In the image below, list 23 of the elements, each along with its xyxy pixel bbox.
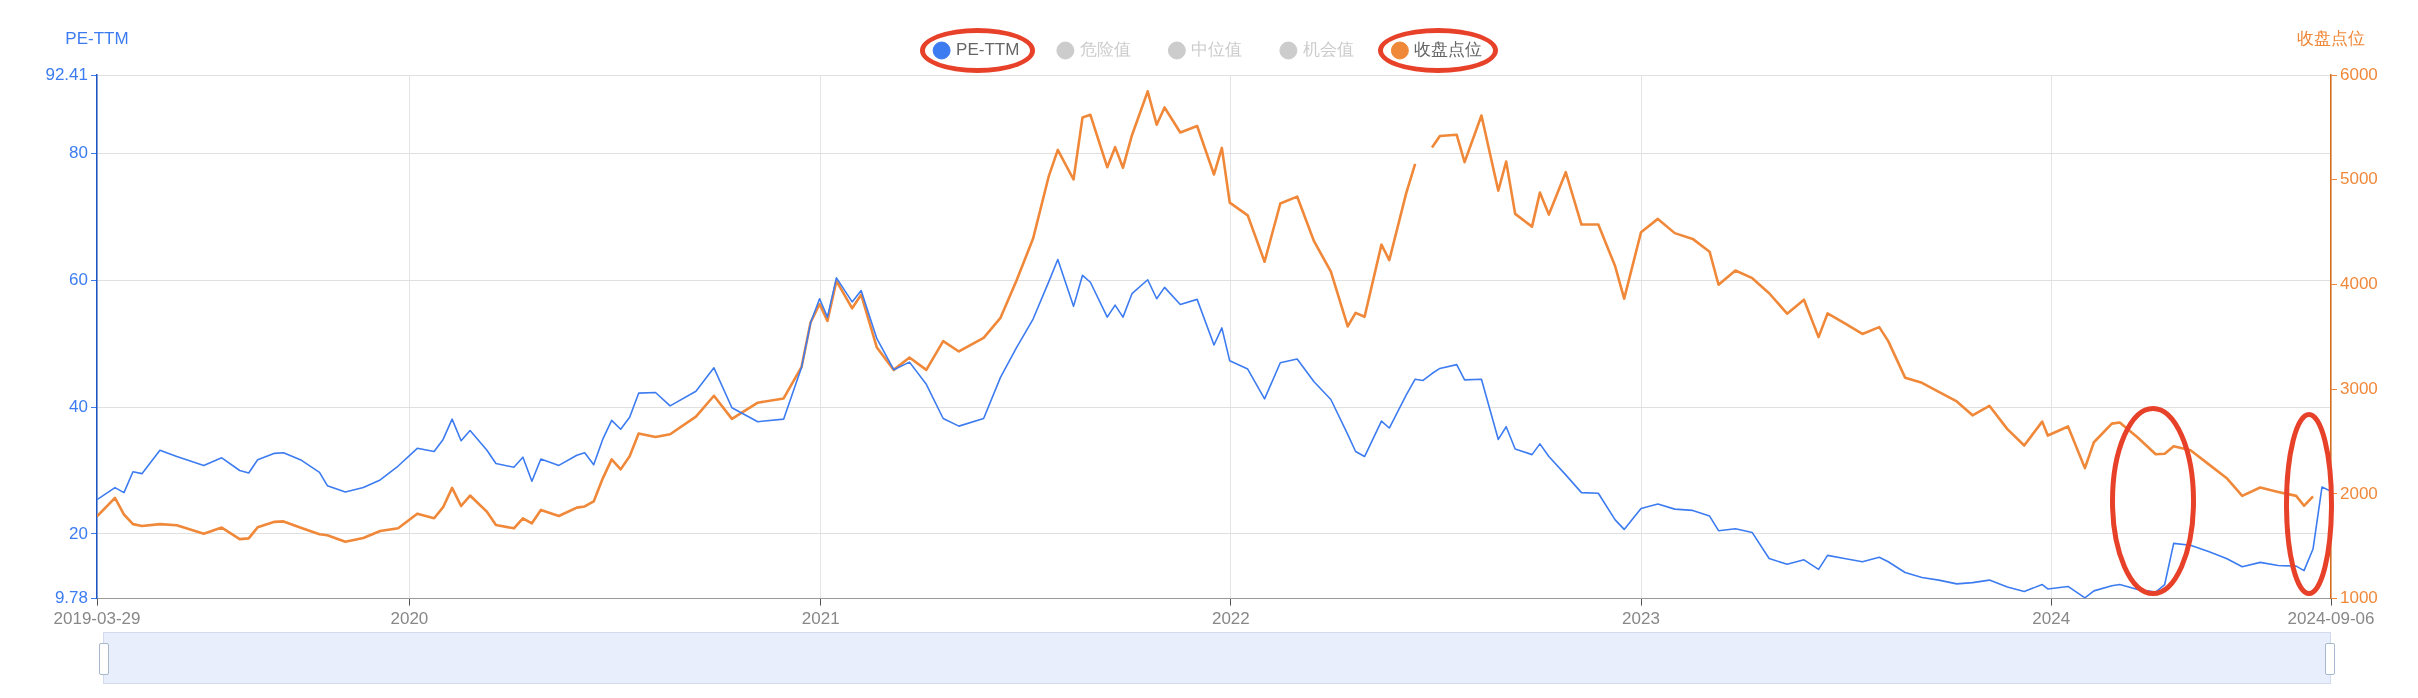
x-tick-label: 2024	[2032, 609, 2071, 629]
x-tick-label: 2019-03-29	[53, 609, 141, 629]
y-tick-label: 40	[69, 396, 88, 416]
x-tick-label: 2022	[1211, 609, 1250, 629]
y2-tick-label: 1000	[2340, 588, 2378, 608]
x-tick-label: 2023	[1622, 609, 1660, 629]
y2-axis-title: 收盘点位	[2297, 28, 2365, 48]
y2-tick-label: 6000	[2340, 64, 2378, 84]
x-tick-label: 2024-09-06	[2287, 609, 2375, 629]
y2-tick-label: 5000	[2340, 169, 2378, 189]
y2-tick-label: 4000	[2340, 274, 2378, 294]
y-tick-label: 60	[69, 270, 88, 290]
legend-label: PE-TTM	[956, 40, 1020, 60]
x-tick-label: 2021	[801, 609, 840, 629]
y2-tick-label: 2000	[2340, 483, 2378, 503]
y-tick-label: 80	[69, 143, 88, 163]
y2-tick-label: 3000	[2340, 378, 2378, 398]
y-tick-label: 9.78	[54, 588, 88, 608]
x-tick-label: 2020	[390, 609, 429, 629]
y-tick-label: 20	[69, 523, 88, 543]
legend-label: 收盘点位	[1414, 40, 1483, 60]
y-axis-title: PE-TTM	[65, 28, 129, 48]
y-tick-label: 92.41	[45, 64, 88, 84]
